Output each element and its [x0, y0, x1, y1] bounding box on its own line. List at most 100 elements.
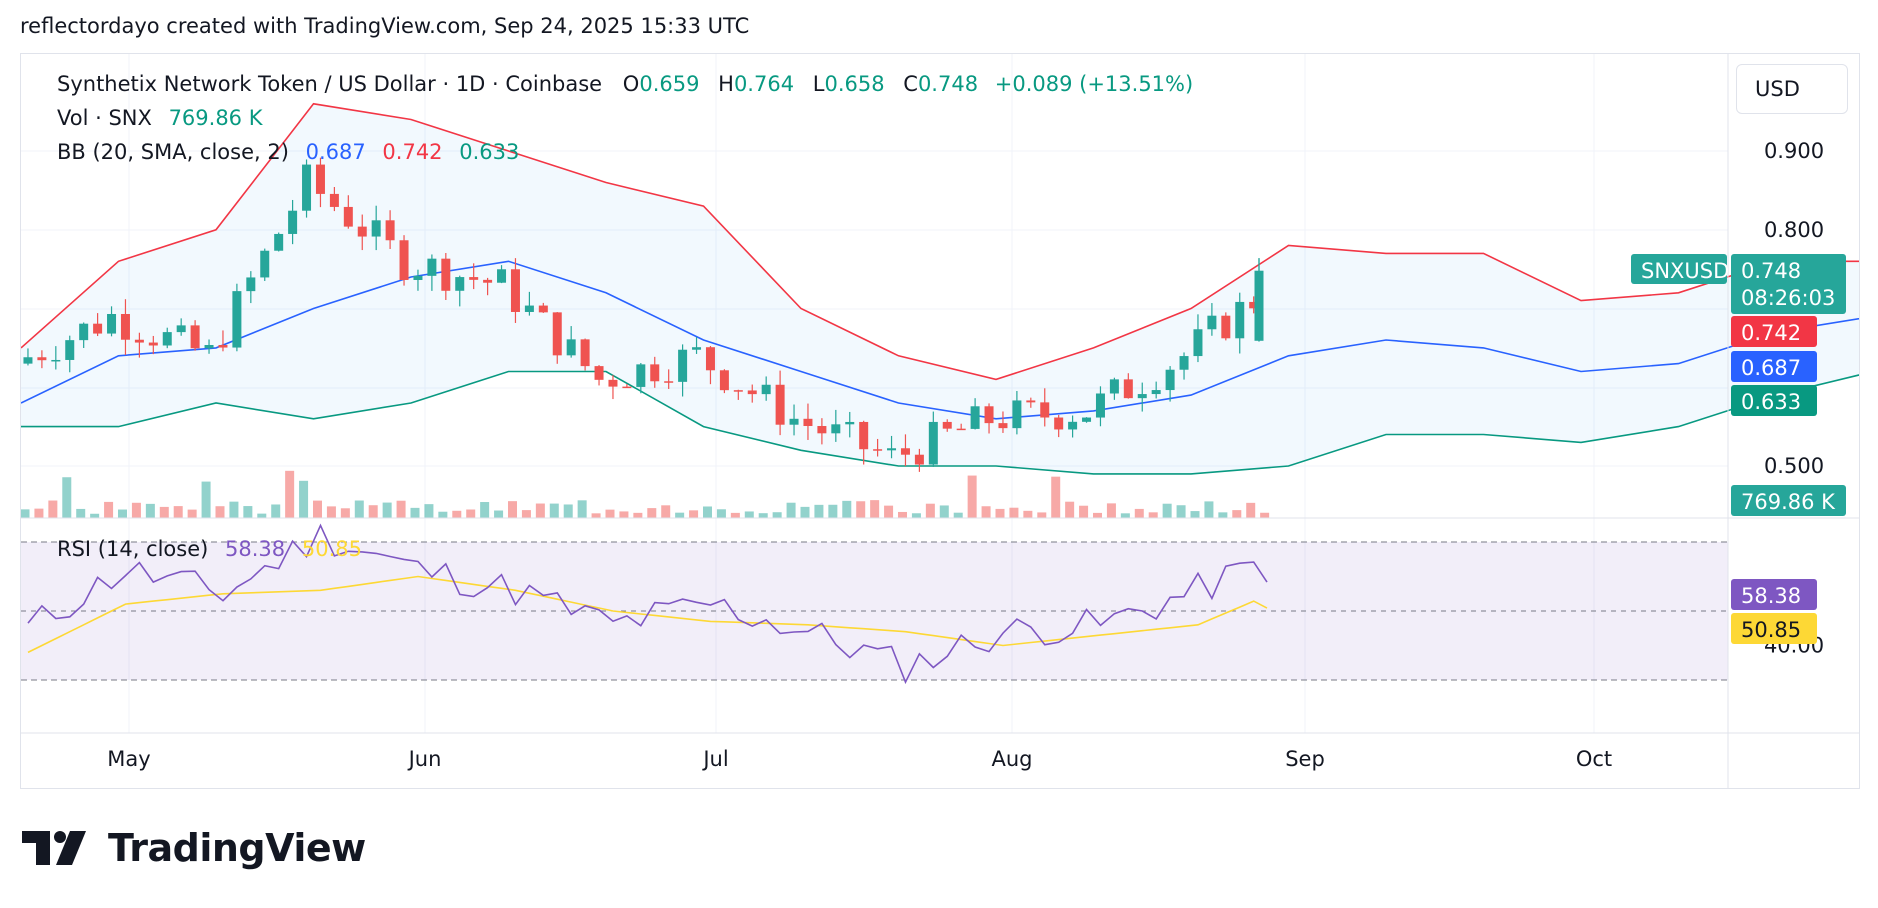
candle-body	[1026, 400, 1036, 403]
candle-body	[134, 339, 144, 343]
candle-body	[510, 269, 520, 312]
candle-body	[942, 421, 952, 429]
volume-bar	[368, 505, 378, 518]
candle-body	[385, 220, 395, 241]
candle-body	[1012, 400, 1022, 429]
volume-bar	[1120, 513, 1130, 518]
volume-value: 769.86 K	[168, 106, 263, 130]
high-value: 0.764	[733, 72, 795, 96]
volume-bar	[842, 500, 852, 518]
candle-body	[37, 357, 47, 361]
volume-bar	[535, 503, 545, 518]
volume-bar	[911, 513, 921, 518]
volume-bar	[173, 506, 183, 518]
price-badges: SNXUSD 0.748 08:26:03 0.742 0.687 0.633 769.86…	[1631, 254, 1846, 644]
volume-bar	[1051, 476, 1061, 518]
candle-body	[1193, 329, 1203, 357]
candle-body	[246, 277, 256, 292]
volume-bar	[299, 480, 309, 518]
volume-bar	[1218, 512, 1228, 518]
candle-body	[79, 323, 89, 341]
volume-bar	[814, 504, 824, 518]
volume-bar	[633, 512, 643, 518]
chart-container[interactable]: 0.900 0.800 0.500 40.00 May Jun Jul Aug Sep Oct S…	[20, 53, 1860, 789]
volume-bar	[326, 506, 336, 518]
volume-bar	[1093, 512, 1102, 518]
candle-body	[329, 193, 339, 207]
symbol-badge-text: SNXUSD	[1641, 259, 1729, 283]
candle-body	[413, 275, 423, 280]
volume-bar	[744, 511, 754, 518]
candle-body	[204, 345, 214, 349]
candle-body	[1179, 356, 1189, 370]
volume-bar	[1106, 503, 1116, 518]
candle-body	[984, 406, 994, 424]
volume-bar	[131, 502, 141, 518]
volume-bar	[62, 477, 72, 518]
volume-bar	[870, 500, 880, 518]
tradingview-logo-text: TradingView	[108, 826, 366, 870]
volume-bar	[591, 513, 601, 518]
currency-button[interactable]: USD	[1736, 64, 1848, 114]
open-label: O	[622, 72, 640, 96]
rsi-ma-value: 50.85	[301, 537, 362, 561]
candle-body	[1123, 379, 1133, 399]
volume-bar	[549, 503, 559, 518]
volume-bar	[1176, 505, 1186, 518]
volume-bar	[494, 510, 504, 518]
rsi-badge	[1731, 579, 1817, 610]
tradingview-logo-icon	[22, 831, 86, 865]
candle-body	[719, 370, 729, 391]
candle-body	[998, 423, 1008, 429]
bb-lower-value: 0.633	[459, 140, 520, 164]
bb-lower-badge	[1731, 385, 1817, 416]
bb-fill	[21, 103, 1859, 474]
volume-bar	[354, 500, 364, 518]
legend-symbol-row: Synthetix Network Token / US Dollar · 1D…	[57, 72, 1193, 96]
volume-badge-text: 769.86 K	[1741, 490, 1836, 514]
candle-body	[1235, 301, 1245, 339]
candle-body	[1221, 315, 1231, 339]
time-tick-label: Jul	[701, 747, 728, 771]
volume-bar	[898, 511, 907, 518]
volume-badge	[1731, 485, 1846, 516]
volume-bar	[229, 501, 239, 518]
candle-body	[1040, 402, 1050, 418]
volume-bar	[953, 512, 963, 518]
volume-bar	[1246, 502, 1256, 518]
volume-bar	[856, 501, 866, 518]
volume-bar	[939, 505, 949, 518]
candle-body	[859, 421, 869, 450]
bb-upper-line	[21, 102, 1859, 381]
tradingview-logo[interactable]: TradingView	[22, 826, 366, 870]
candle-body	[93, 323, 103, 334]
candle-body	[775, 384, 785, 425]
candle-body	[107, 313, 117, 334]
candle-body	[357, 226, 367, 237]
candle-body	[552, 312, 562, 356]
bb-upper-badge-text: 0.742	[1741, 321, 1801, 345]
candle-body	[1109, 379, 1119, 394]
volume-bar	[967, 475, 977, 518]
volume-bar	[466, 509, 476, 518]
candle-body	[636, 364, 646, 387]
bb-lower-badge-text: 0.633	[1741, 390, 1801, 414]
legend-volume-row: Vol · SNX 769.86 K	[57, 106, 263, 130]
candle-body	[817, 426, 827, 434]
candle-body	[274, 233, 284, 251]
bb-upper-badge	[1731, 316, 1817, 347]
volume-bar	[1023, 510, 1033, 518]
candle-body	[1151, 390, 1161, 395]
volume-bar	[410, 507, 420, 518]
candle-body	[302, 164, 312, 211]
candle-body	[678, 349, 688, 382]
volume-bar	[577, 500, 587, 518]
candle-body	[190, 325, 200, 349]
candle-body	[1068, 421, 1078, 430]
bb-basis-value: 0.687	[305, 140, 366, 164]
candle-body	[914, 454, 924, 465]
rsi-line	[27, 523, 1268, 685]
candle-body	[566, 339, 576, 356]
candle-body	[260, 250, 270, 278]
